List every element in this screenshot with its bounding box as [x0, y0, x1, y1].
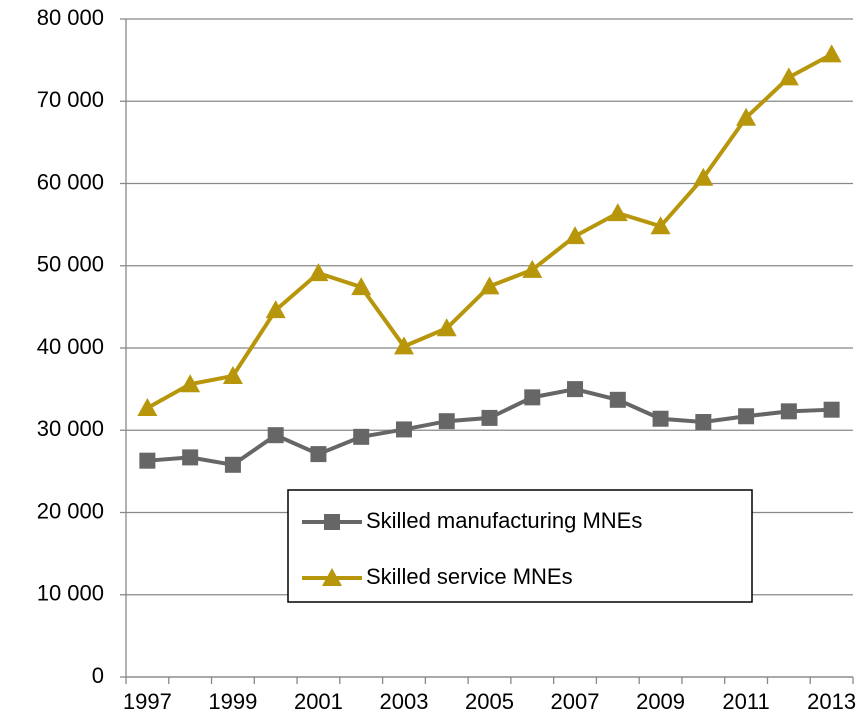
y-tick-label: 70 000: [37, 87, 104, 112]
series-line: [146, 52, 833, 410]
point: [436, 318, 457, 337]
y-tick-label: 10 000: [37, 581, 104, 606]
point: [780, 403, 797, 420]
point: [778, 67, 799, 86]
x-tick-label: 2009: [636, 689, 685, 714]
point: [821, 44, 842, 63]
y-tick-label: 20 000: [37, 498, 104, 523]
point: [693, 167, 714, 186]
y-tick-label: 50 000: [37, 252, 104, 277]
point: [308, 263, 329, 282]
y-tick-label: 30 000: [37, 416, 104, 441]
point: [139, 452, 156, 469]
point: [524, 389, 541, 406]
y-tick-label: 40 000: [37, 334, 104, 359]
point: [393, 336, 414, 355]
point: [265, 300, 286, 319]
point: [351, 277, 372, 296]
legend-label: Skilled service MNEs: [366, 564, 573, 589]
x-tick-label: 2007: [551, 689, 600, 714]
legend-box: [287, 489, 753, 603]
point: [607, 203, 628, 222]
y-tick-label: 80 000: [37, 5, 104, 30]
x-tick-label: 2003: [379, 689, 428, 714]
x-tick-label: 1997: [123, 689, 172, 714]
x-tick-label: 1999: [208, 689, 257, 714]
legend-marker: [324, 514, 340, 530]
point: [224, 456, 241, 473]
x-tick-label: 2011: [722, 689, 769, 714]
point: [738, 408, 755, 425]
point: [565, 226, 586, 245]
point: [395, 421, 412, 438]
legend-label: Skilled manufacturing MNEs: [366, 508, 642, 533]
point: [481, 409, 498, 426]
legend-marker: [322, 568, 342, 586]
x-tick-label: 2013: [807, 689, 856, 714]
point: [310, 446, 327, 463]
point: [736, 107, 757, 126]
point: [180, 374, 201, 393]
point: [182, 449, 199, 466]
point: [479, 276, 500, 295]
point: [267, 427, 284, 444]
series-line: [147, 387, 832, 467]
point: [652, 410, 669, 427]
point: [823, 401, 840, 418]
point: [438, 413, 455, 430]
x-tick-label: 2005: [465, 689, 514, 714]
y-tick-label: 60 000: [37, 169, 104, 194]
point: [222, 365, 243, 384]
y-tick-label: 0: [92, 663, 104, 688]
point: [522, 259, 543, 278]
point: [137, 398, 158, 417]
point: [609, 391, 626, 408]
point: [353, 428, 370, 445]
point: [695, 414, 712, 431]
point: [567, 381, 584, 398]
x-tick-label: 2001: [294, 689, 343, 714]
point: [650, 216, 671, 235]
